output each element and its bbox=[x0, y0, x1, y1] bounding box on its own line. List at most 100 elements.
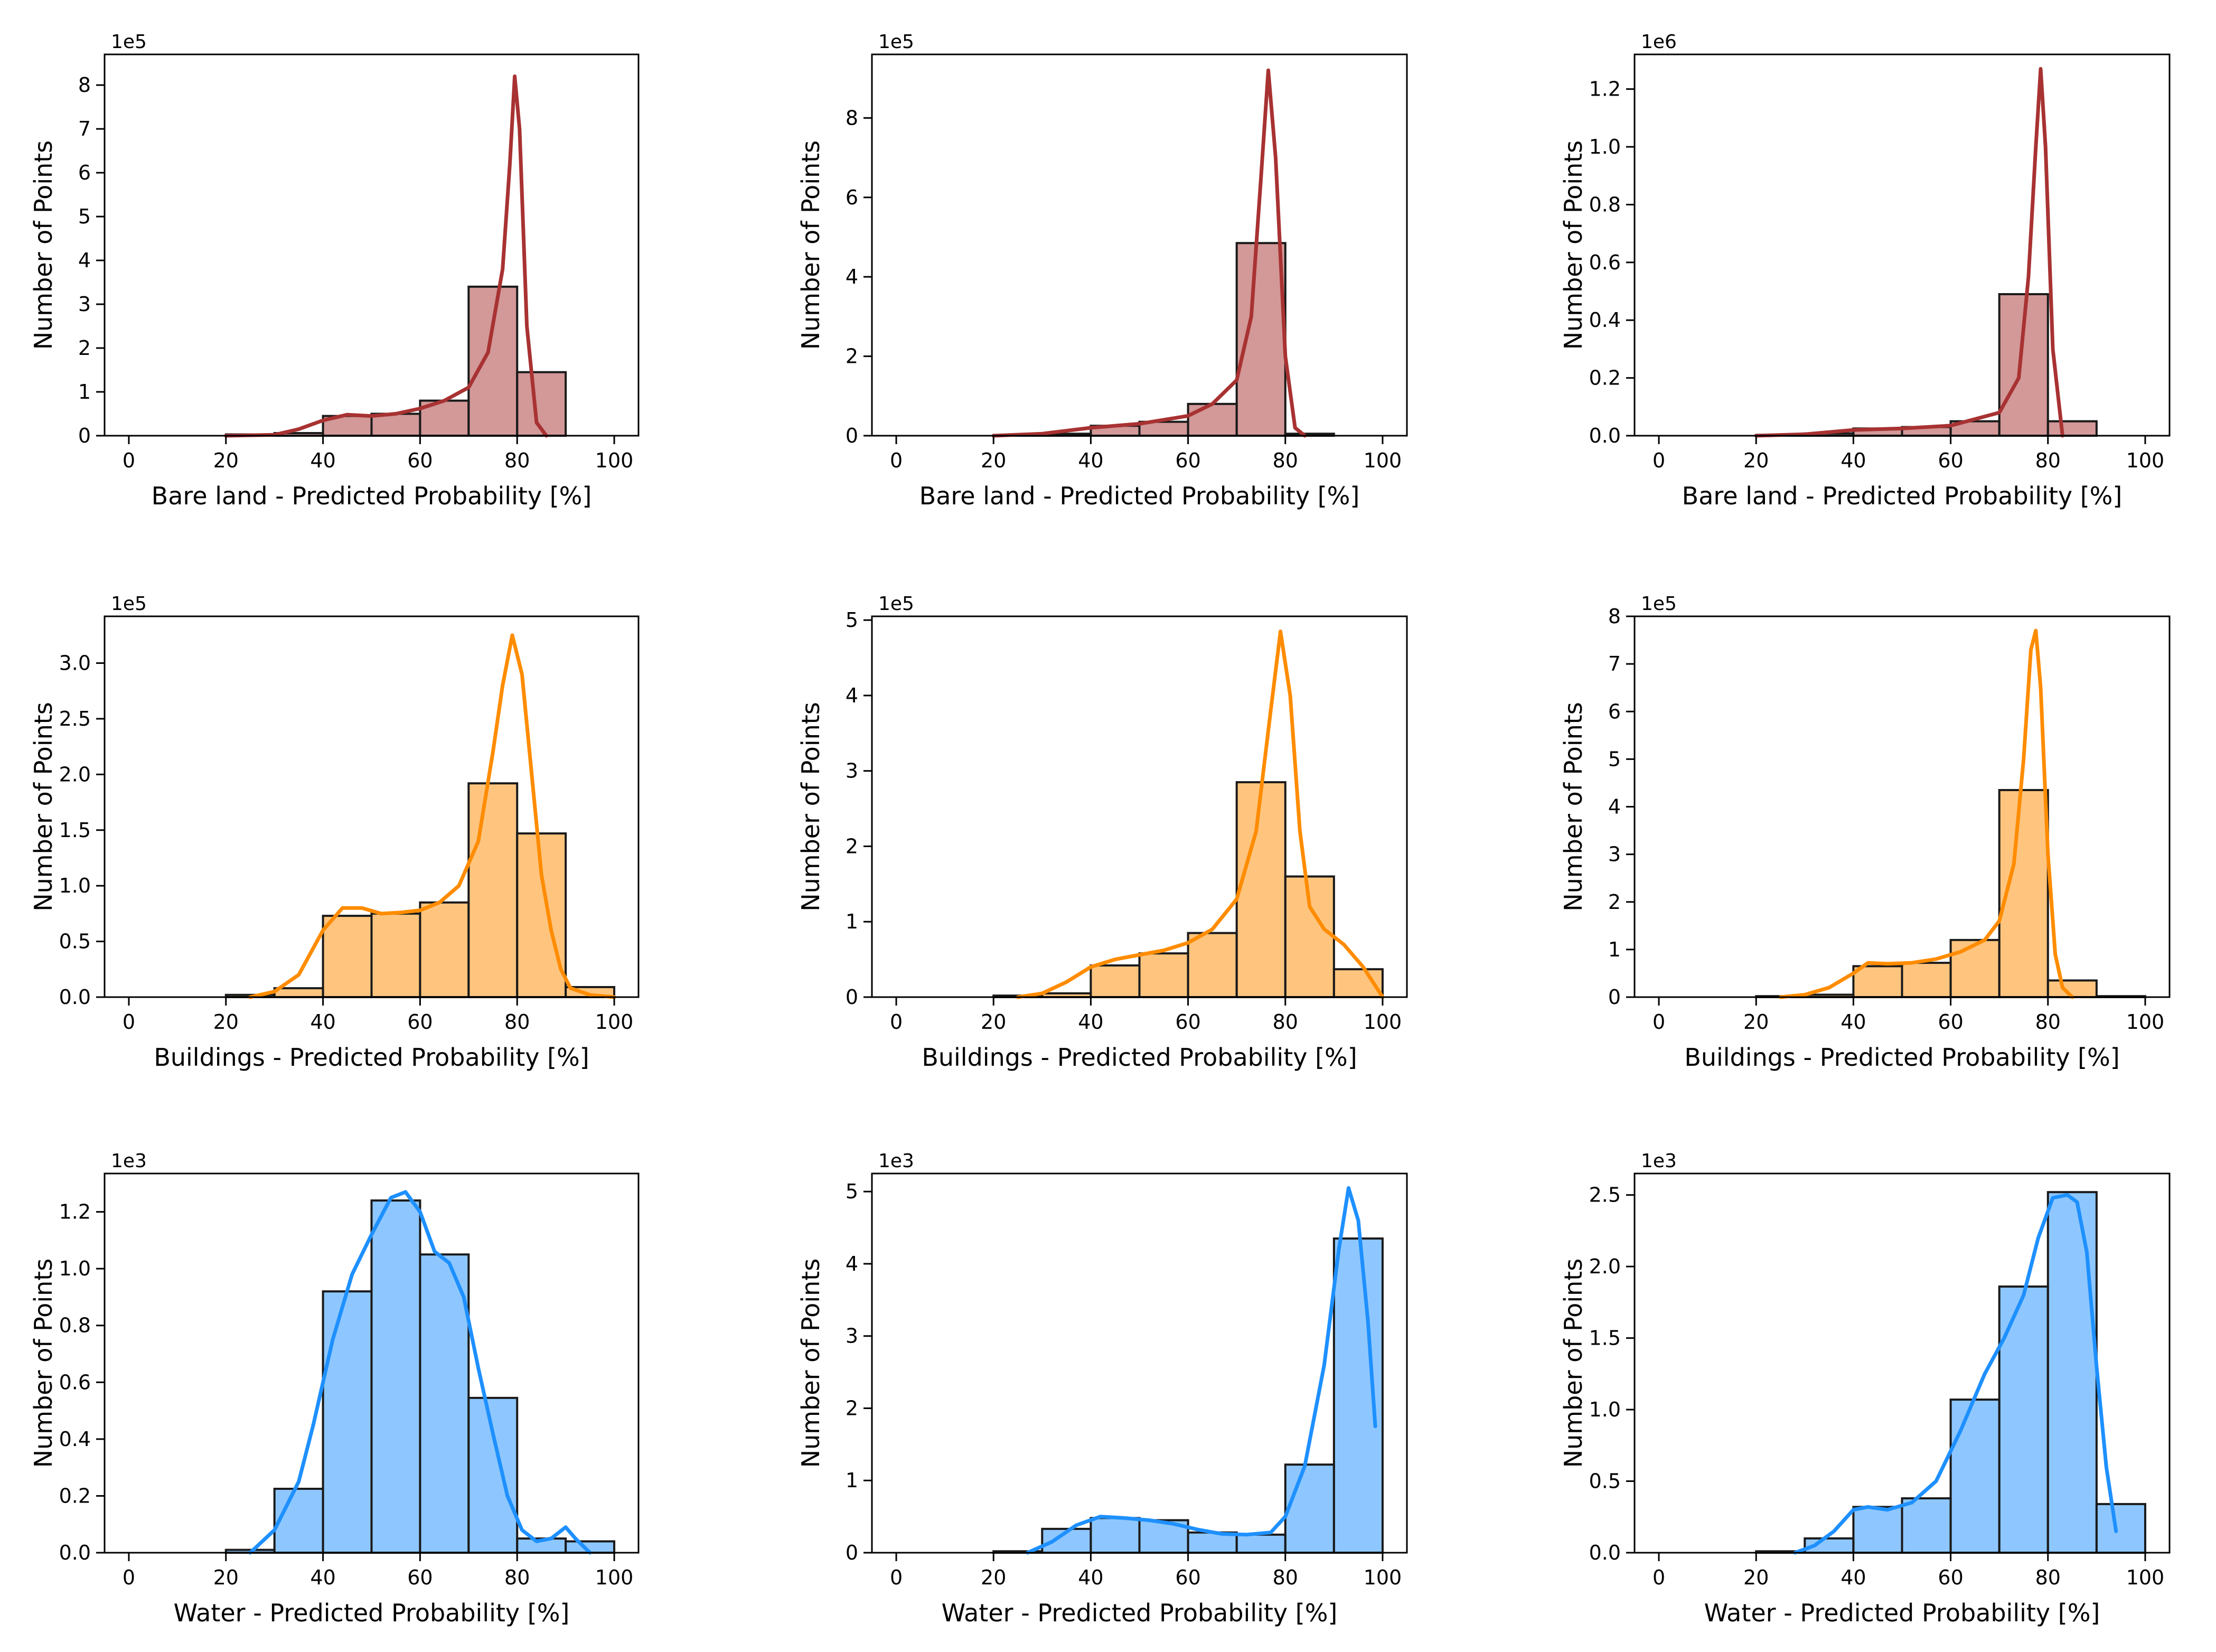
histogram-bar bbox=[1284, 1463, 1335, 1554]
histogram-bar bbox=[419, 1253, 470, 1554]
histogram-bar bbox=[1852, 965, 1903, 998]
y-tick-label: 1.0 bbox=[59, 1257, 91, 1280]
y-tick-label: 0.0 bbox=[1589, 424, 1621, 447]
axis-multiplier: 1e5 bbox=[1641, 593, 1677, 615]
histogram-bar bbox=[370, 1199, 421, 1554]
histogram-bar bbox=[1852, 1506, 1903, 1554]
y-tick-label: 0.0 bbox=[1589, 1541, 1621, 1564]
x-axis-label: Buildings - Predicted Probability [%] bbox=[154, 1043, 589, 1072]
y-tick-label: 0.8 bbox=[1589, 193, 1621, 216]
kde-curve bbox=[1754, 67, 2064, 438]
chart-panel-1: 0 20 40 60 80 100 0 1 2 3 4 5 6 7 8 1e5 Bare land - Pred… bbox=[29, 31, 640, 510]
axes-frame bbox=[104, 1172, 640, 1554]
y-tick-label: 0.2 bbox=[59, 1484, 91, 1507]
histogram-bar bbox=[1138, 952, 1189, 999]
y-tick-label: 2.0 bbox=[1589, 1255, 1621, 1278]
y-tick-label: 8 bbox=[846, 106, 858, 129]
y-tick-label: 1 bbox=[78, 380, 91, 403]
y-axis-label: Number of Points bbox=[29, 140, 58, 350]
x-tick-label: 60 bbox=[1175, 1010, 1200, 1034]
x-tick-label: 100 bbox=[595, 1010, 634, 1034]
y-tick-label: 8 bbox=[78, 73, 91, 97]
axes-frame bbox=[104, 53, 640, 437]
x-tick-label: 20 bbox=[1743, 1010, 1769, 1034]
x-tick-label: 40 bbox=[310, 1010, 335, 1034]
x-tick-label: 60 bbox=[1938, 1010, 1963, 1034]
kde-curve bbox=[248, 1190, 592, 1555]
x-axis-label: Bare land - Predicted Probability [%] bbox=[152, 482, 592, 510]
histogram-bar bbox=[1187, 932, 1238, 998]
x-tick-label: 60 bbox=[407, 449, 433, 472]
y-tick-label: 6 bbox=[846, 186, 858, 209]
histogram-bar bbox=[273, 987, 324, 999]
x-tick-label: 80 bbox=[2035, 449, 2061, 472]
y-tick-label: 5 bbox=[846, 608, 858, 632]
x-tick-label: 60 bbox=[1938, 449, 1963, 472]
x-tick-label: 0 bbox=[890, 1566, 903, 1589]
axes-frame bbox=[871, 53, 1408, 437]
x-tick-label: 40 bbox=[1078, 1566, 1103, 1589]
x-tick-label: 40 bbox=[1078, 1010, 1103, 1034]
y-tick-label: 5 bbox=[78, 205, 91, 228]
y-tick-label: 4 bbox=[846, 684, 858, 707]
y-tick-label: 1.2 bbox=[59, 1200, 91, 1224]
y-tick-label: 0.0 bbox=[59, 985, 91, 1009]
x-tick-label: 80 bbox=[504, 1010, 530, 1034]
y-tick-label: 4 bbox=[846, 265, 858, 288]
histogram-bar bbox=[419, 901, 470, 998]
x-tick-label: 60 bbox=[1175, 449, 1200, 472]
y-axis-label: Number of Points bbox=[1559, 1259, 1588, 1468]
axes-frame bbox=[871, 1172, 1408, 1554]
y-tick-label: 0 bbox=[846, 985, 858, 1009]
x-tick-label: 40 bbox=[1841, 1010, 1866, 1034]
x-tick-label: 60 bbox=[407, 1010, 433, 1034]
y-tick-label: 2.0 bbox=[59, 763, 91, 786]
y-tick-label: 3.0 bbox=[59, 652, 91, 675]
y-tick-label: 4 bbox=[846, 1252, 858, 1275]
axis-multiplier: 1e5 bbox=[111, 31, 147, 53]
y-tick-label: 4 bbox=[78, 249, 91, 272]
y-tick-label: 2 bbox=[846, 345, 858, 368]
y-tick-label: 3 bbox=[78, 293, 91, 316]
histogram-bar bbox=[1998, 1285, 2049, 1554]
y-tick-label: 1.0 bbox=[59, 874, 91, 897]
y-tick-label: 3 bbox=[846, 1325, 858, 1348]
y-tick-label: 7 bbox=[1608, 652, 1621, 675]
y-tick-label: 3 bbox=[846, 759, 858, 783]
axes-frame bbox=[104, 615, 640, 998]
histogram-bar bbox=[2046, 420, 2098, 437]
kde-curve bbox=[1016, 630, 1385, 999]
chart-panel-4: 0 20 40 60 80 100 0.0 0.5 1.0 1.5 2.0 2.5 3.0 1e5 Buil… bbox=[29, 593, 640, 1072]
y-tick-label: 3 bbox=[1608, 843, 1621, 866]
y-tick-label: 2.5 bbox=[59, 707, 91, 730]
histogram-bar bbox=[467, 1396, 519, 1554]
x-tick-label: 100 bbox=[1364, 1010, 1402, 1034]
x-tick-label: 100 bbox=[2126, 1010, 2165, 1034]
kde-curve bbox=[224, 74, 548, 438]
x-tick-label: 20 bbox=[981, 1566, 1006, 1589]
y-tick-label: 1.5 bbox=[59, 819, 91, 842]
x-tick-label: 80 bbox=[2035, 1566, 2061, 1589]
x-tick-label: 80 bbox=[1273, 449, 1298, 472]
y-tick-label: 2 bbox=[846, 834, 858, 858]
x-tick-label: 60 bbox=[1938, 1566, 1963, 1589]
x-tick-label: 80 bbox=[1273, 1566, 1298, 1589]
x-tick-label: 40 bbox=[1841, 449, 1866, 472]
y-tick-label: 2 bbox=[846, 1396, 858, 1420]
y-tick-label: 1.2 bbox=[1589, 78, 1621, 101]
x-tick-label: 60 bbox=[1175, 1566, 1200, 1589]
x-tick-label: 20 bbox=[1743, 449, 1769, 472]
x-tick-label: 0 bbox=[890, 1010, 903, 1034]
x-tick-label: 20 bbox=[213, 449, 239, 472]
histogram-bar bbox=[467, 285, 519, 437]
y-tick-label: 5 bbox=[1608, 747, 1621, 771]
x-tick-label: 80 bbox=[504, 1566, 530, 1589]
x-tick-label: 20 bbox=[981, 449, 1006, 472]
axes-frame bbox=[1633, 615, 2171, 998]
axis-multiplier: 1e6 bbox=[1641, 31, 1677, 53]
chart-panel-5: 0 20 40 60 80 100 0 1 2 3 4 5 1e5 Buildings - Predict… bbox=[796, 593, 1408, 1072]
axes-frame bbox=[1633, 1172, 2171, 1554]
histogram-bar bbox=[1090, 1517, 1141, 1554]
x-tick-label: 80 bbox=[504, 449, 530, 472]
y-tick-label: 1.0 bbox=[1589, 1398, 1621, 1421]
